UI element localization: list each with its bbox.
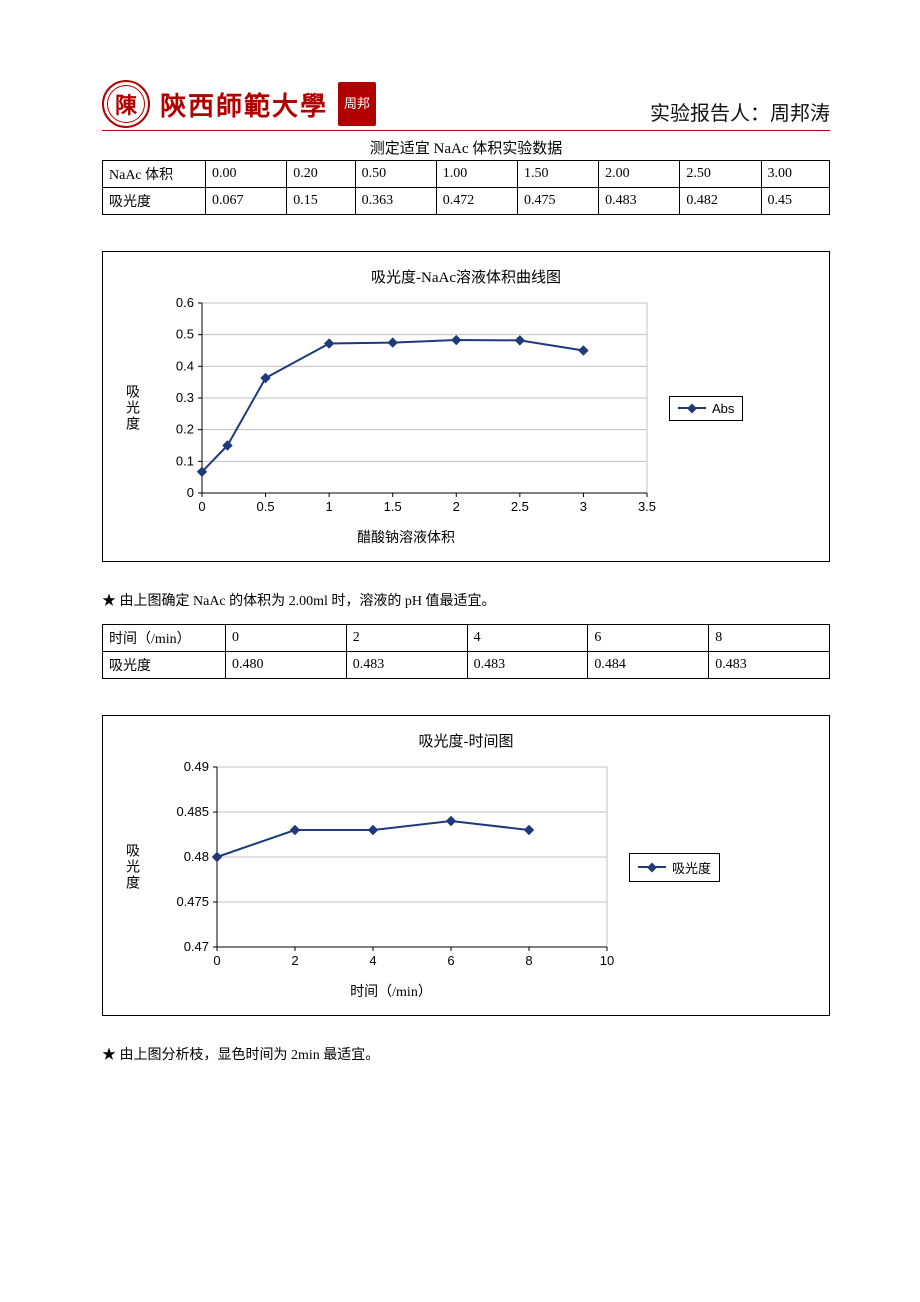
table-row: NaAc 体积 0.00 0.20 0.50 1.00 1.50 2.00 2.… <box>103 161 830 188</box>
cell: 0.482 <box>680 188 761 215</box>
legend-line-icon <box>678 407 706 409</box>
chart1-legend-label: Abs <box>712 401 734 416</box>
chart2-title: 吸光度-时间图 <box>121 730 811 751</box>
cell: 2.50 <box>680 161 761 188</box>
svg-text:3.5: 3.5 <box>638 499 656 514</box>
table-row: 时间（/min） 0 2 4 6 8 <box>103 625 830 652</box>
svg-text:1.5: 1.5 <box>384 499 402 514</box>
svg-text:0.6: 0.6 <box>176 295 194 310</box>
chart1-container: 吸光度-NaAc溶液体积曲线图 吸光度 00.10.20.30.40.50.60… <box>102 251 830 562</box>
cell: 0.15 <box>287 188 355 215</box>
cell: 0.480 <box>226 652 347 679</box>
note1: ★ 由上图确定 NaAc 的体积为 2.00ml 时，溶液的 pH 值最适宜。 <box>102 590 830 610</box>
svg-text:0.5: 0.5 <box>257 499 275 514</box>
cell: 4 <box>467 625 588 652</box>
cell: 0 <box>226 625 347 652</box>
svg-text:3: 3 <box>580 499 587 514</box>
reporter-line: 实验报告人：周邦涛 <box>650 97 830 126</box>
cell: 8 <box>709 625 830 652</box>
svg-text:1: 1 <box>326 499 333 514</box>
svg-text:2: 2 <box>453 499 460 514</box>
svg-text:0: 0 <box>213 953 220 968</box>
cell: 0.45 <box>761 188 829 215</box>
header-left: 陳 陝西師範大學 周邦 <box>102 80 376 128</box>
table-row: 吸光度 0.067 0.15 0.363 0.472 0.475 0.483 0… <box>103 188 830 215</box>
svg-text:0: 0 <box>187 485 194 500</box>
svg-text:0.475: 0.475 <box>176 894 209 909</box>
chart2-svg: 0.47 0.475 0.48 0.485 0.49 0 2 4 6 8 10 <box>147 757 617 977</box>
svg-text:2: 2 <box>291 953 298 968</box>
legend-line-icon <box>638 866 666 868</box>
stamp-icon: 周邦 <box>338 82 376 126</box>
chart2-container: 吸光度-时间图 吸光度 0.47 0.475 0.48 0.485 0.49 0 2 4 6 8 1… <box>102 715 830 1016</box>
chart1-xlabel: 醋酸钠溶液体积 <box>121 527 631 547</box>
cell: 0.363 <box>355 188 436 215</box>
table1: NaAc 体积 0.00 0.20 0.50 1.00 1.50 2.00 2.… <box>102 160 830 215</box>
svg-text:0.47: 0.47 <box>184 939 209 954</box>
chart2-legend: 吸光度 <box>629 853 720 882</box>
chart2-legend-label: 吸光度 <box>672 858 711 877</box>
cell: 0.067 <box>206 188 287 215</box>
table1-title: 测定适宜 NaAc 体积实验数据 <box>102 137 830 158</box>
cell: 0.483 <box>599 188 680 215</box>
svg-text:0.48: 0.48 <box>184 849 209 864</box>
table1-row2-label: 吸光度 <box>103 188 206 215</box>
cell: 0.472 <box>436 188 517 215</box>
table2-row1-label: 时间（/min） <box>103 625 226 652</box>
svg-text:0.1: 0.1 <box>176 453 194 468</box>
svg-text:0.4: 0.4 <box>176 358 194 373</box>
page: 陳 陝西師範大學 周邦 实验报告人：周邦涛 测定适宜 NaAc 体积实验数据 N… <box>0 0 920 1118</box>
cell: 2 <box>346 625 467 652</box>
chart1-svg: 0 0.1 0.2 0.3 0.4 0.5 0.6 0 0.5 1 1.5 2 2.5 3 3.5 <box>147 293 657 523</box>
chart1-legend: Abs <box>669 396 743 421</box>
cell: 0.475 <box>517 188 598 215</box>
chart1-ylabel: 吸光度 <box>121 384 141 432</box>
chart2-row: 吸光度 0.47 0.475 0.48 0.485 0.49 0 2 4 6 8 10 吸光度 <box>121 757 811 977</box>
cell: 2.00 <box>599 161 680 188</box>
cell: 0.483 <box>709 652 830 679</box>
svg-text:0.2: 0.2 <box>176 422 194 437</box>
chart2-xlabel: 时间（/min） <box>121 981 591 1001</box>
cell: 0.00 <box>206 161 287 188</box>
svg-text:0.49: 0.49 <box>184 759 209 774</box>
svg-text:10: 10 <box>600 953 614 968</box>
svg-text:0: 0 <box>198 499 205 514</box>
table1-row1-label: NaAc 体积 <box>103 161 206 188</box>
chart1-title: 吸光度-NaAc溶液体积曲线图 <box>121 266 811 287</box>
table2-row2-label: 吸光度 <box>103 652 226 679</box>
cell: 0.50 <box>355 161 436 188</box>
chart2-ylabel: 吸光度 <box>121 843 141 891</box>
chart1-row: 吸光度 00.10.20.30.40.50.600.511.522.533.5 … <box>121 293 811 523</box>
reporter-label: 实验报告人： <box>650 103 770 125</box>
svg-text:8: 8 <box>525 953 532 968</box>
cell: 0.483 <box>346 652 467 679</box>
university-seal-icon: 陳 <box>102 80 150 128</box>
table-row: 吸光度 0.480 0.483 0.483 0.484 0.483 <box>103 652 830 679</box>
svg-text:0.485: 0.485 <box>176 804 209 819</box>
reporter-name: 周邦涛 <box>770 103 830 125</box>
svg-text:6: 6 <box>447 953 454 968</box>
cell: 6 <box>588 625 709 652</box>
svg-text:0.5: 0.5 <box>176 327 194 342</box>
svg-text:4: 4 <box>369 953 376 968</box>
note2: ★ 由上图分析枝，显色时间为 2min 最适宜。 <box>102 1044 830 1064</box>
cell: 0.483 <box>467 652 588 679</box>
table2: 时间（/min） 0 2 4 6 8 吸光度 0.480 0.483 0.483… <box>102 624 830 679</box>
cell: 3.00 <box>761 161 829 188</box>
university-name: 陝西師範大學 <box>160 86 328 123</box>
cell: 0.20 <box>287 161 355 188</box>
page-header: 陳 陝西師範大學 周邦 实验报告人：周邦涛 <box>102 80 830 131</box>
cell: 1.00 <box>436 161 517 188</box>
cell: 0.484 <box>588 652 709 679</box>
svg-text:2.5: 2.5 <box>511 499 529 514</box>
svg-text:0.3: 0.3 <box>176 390 194 405</box>
cell: 1.50 <box>517 161 598 188</box>
